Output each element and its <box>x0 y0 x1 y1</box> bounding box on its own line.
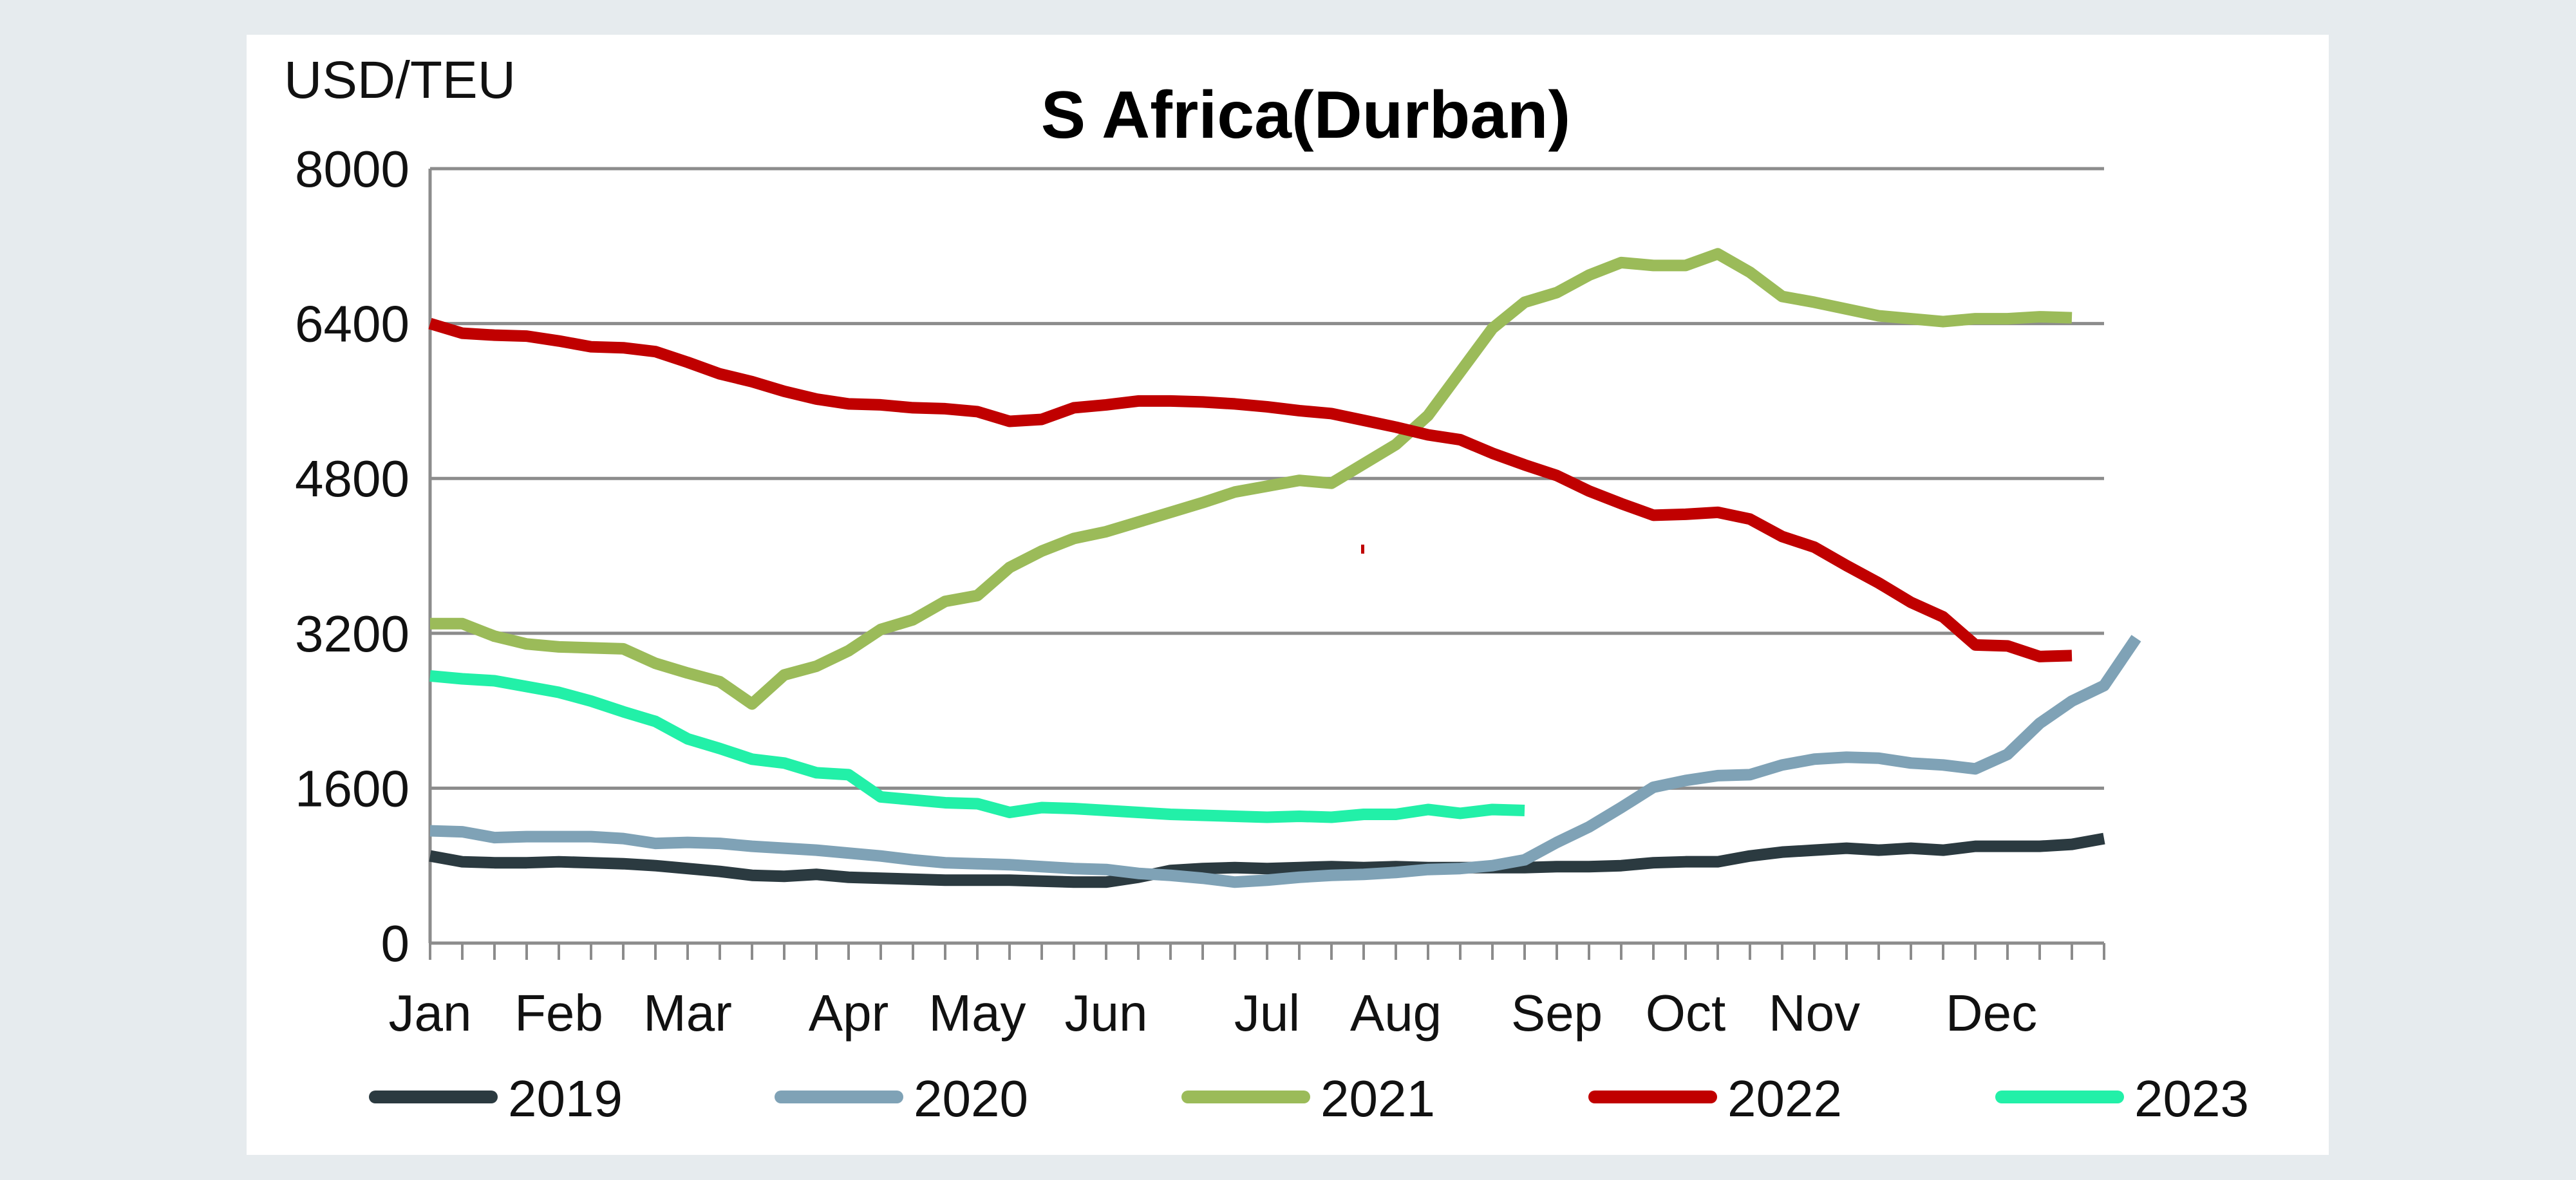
y-tick-label: 8000 <box>295 140 409 198</box>
series-line-2023 <box>429 670 1525 823</box>
x-tick-label: Aug <box>1350 984 1442 1042</box>
y-tick-label: 4800 <box>295 450 409 507</box>
stray-red-mark <box>1361 545 1364 554</box>
x-tick-label: Mar <box>643 984 732 1042</box>
legend-label-2022: 2022 <box>1727 1070 1842 1127</box>
series-layer <box>428 248 2141 888</box>
x-tick-labels: Jan Feb Mar Apr May Jun Jul Aug Sep Oct Nov Dec <box>389 984 2038 1042</box>
y-tick-label: 3200 <box>295 605 409 662</box>
axis-layer <box>428 169 2104 945</box>
grid-layer <box>430 167 2104 790</box>
series-line-2022 <box>428 317 2073 662</box>
legend-label-2020: 2020 <box>914 1070 1028 1127</box>
chart-panel: 0 1600 3200 4800 6400 8000 Jan Feb Mar Apr May Jun… <box>247 35 2329 1155</box>
x-tick-label: Sep <box>1511 984 1603 1042</box>
x-tick-label: Jan <box>389 984 472 1042</box>
y-tick-label: 1600 <box>295 760 409 817</box>
legend-label-2021: 2021 <box>1321 1070 1435 1127</box>
legend-label-2023: 2023 <box>2134 1070 2249 1127</box>
series-line-2019 <box>429 832 2105 888</box>
series-line-2020 <box>429 635 2141 888</box>
y-unit-label: USD/TEU <box>284 51 516 109</box>
y-tick-label: 0 <box>381 915 410 972</box>
chart-title: S Africa(Durban) <box>1041 78 1570 153</box>
x-tick-label: Feb <box>514 984 603 1042</box>
x-tick-label: Apr <box>809 984 889 1042</box>
legend: 2019 2020 2021 2022 2023 <box>369 1070 2249 1127</box>
y-tick-labels: 0 1600 3200 4800 6400 8000 <box>295 140 409 972</box>
x-tick-label: Jun <box>1065 984 1148 1042</box>
x-tick-marks <box>429 943 2105 960</box>
series-line-2021 <box>430 248 2073 710</box>
x-tick-label: Dec <box>1946 984 2037 1042</box>
x-tick-label: Jul <box>1234 984 1300 1042</box>
x-tick-label: May <box>928 984 1026 1042</box>
legend-label-2019: 2019 <box>508 1070 623 1127</box>
y-tick-label: 6400 <box>295 295 409 353</box>
x-tick-label: Nov <box>1769 984 1860 1042</box>
chart-svg: 0 1600 3200 4800 6400 8000 Jan Feb Mar Apr May Jun… <box>284 51 2249 1127</box>
x-tick-label: Oct <box>1646 984 1725 1042</box>
